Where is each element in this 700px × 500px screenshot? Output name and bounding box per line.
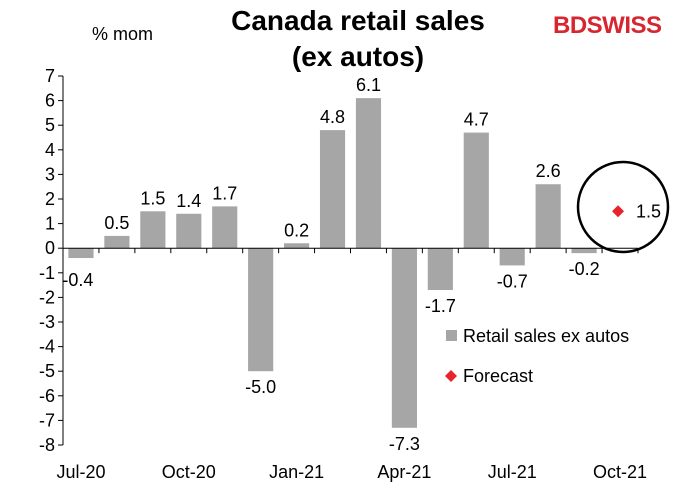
bar-data-label: -7.3 (389, 434, 420, 454)
forecast-marker (612, 205, 625, 218)
bar (248, 248, 274, 372)
bar (355, 98, 382, 249)
bar-data-label: 6.1 (356, 75, 381, 95)
y-tick-label: 5 (45, 115, 55, 135)
y-tick-label: -1 (39, 263, 55, 283)
forecast-series: 1.5 (576, 160, 670, 254)
y-tick-label: -3 (39, 312, 55, 332)
bar-series (68, 98, 597, 428)
bar-data-label: 0.2 (284, 220, 309, 240)
y-axis-unit-label: % mom (92, 24, 153, 44)
bar (104, 235, 130, 249)
y-tick-label: 3 (45, 164, 55, 184)
bar (319, 130, 346, 249)
bar (212, 206, 238, 249)
bar (68, 248, 94, 259)
bar-data-label: -1.7 (425, 296, 456, 316)
x-tick-label: Apr-21 (377, 462, 431, 482)
bar-data-label: -5.0 (245, 377, 276, 397)
bar-data-label: -0.4 (62, 270, 93, 290)
bar (499, 248, 525, 266)
bar (176, 213, 202, 249)
y-axis: 7 6 5 4 3 2 1 0 -1 -2 -3 -4 -5 -6 -7 -8 (39, 66, 64, 455)
forecast-data-label: 1.5 (636, 201, 661, 221)
y-tick-label: 2 (45, 189, 55, 209)
y-tick-label: 4 (45, 140, 55, 160)
x-tick-label: Jul-20 (56, 462, 105, 482)
x-tick-label: Oct-21 (593, 462, 647, 482)
bar-data-label: 2.6 (536, 161, 561, 181)
x-tick-label: Jul-21 (488, 462, 537, 482)
bar (571, 248, 597, 254)
bar (140, 211, 166, 249)
y-tick-label: -7 (39, 410, 55, 430)
brand-logo-text: BDSWISS (553, 12, 662, 39)
brand-logo-swiss: SWISS (587, 12, 662, 39)
bar (427, 248, 453, 291)
legend-label-forecast: Forecast (463, 366, 533, 386)
x-axis: Jul-20 Oct-20 Jan-21 Apr-21 Jul-21 Oct-21 (56, 247, 647, 482)
y-tick-label: -5 (39, 361, 55, 381)
bar-data-label: -0.2 (569, 259, 600, 279)
x-tick-label: Oct-20 (162, 462, 216, 482)
bar-data-label: 1.5 (140, 188, 165, 208)
bar-data-label: 4.7 (464, 110, 489, 130)
chart-title-line2: (ex autos) (292, 41, 424, 72)
chart-title-line1: Canada retail sales (231, 5, 485, 36)
y-tick-label: -4 (39, 337, 55, 357)
bar-data-label: -0.7 (497, 271, 528, 291)
bar-data-label: 4.8 (320, 107, 345, 127)
bar-data-label: 0.5 (104, 213, 129, 233)
bar (535, 184, 561, 249)
y-tick-label: -8 (39, 435, 55, 455)
y-tick-label: 6 (45, 91, 55, 111)
bar (284, 243, 310, 249)
y-tick-label: 0 (45, 238, 55, 258)
forecast-highlight-circle (576, 160, 670, 254)
y-tick-label: 1 (45, 214, 55, 234)
y-tick-label: 7 (45, 66, 55, 86)
x-tick-label: Jan-21 (269, 462, 324, 482)
brand-logo: BDSWISS (553, 12, 663, 39)
bar-data-labels: -0.4 0.5 1.5 1.4 1.7 -5.0 0.2 4.8 6.1 -7.3 -1.7 4.7… (62, 75, 599, 454)
bar-data-label: 1.7 (212, 183, 237, 203)
y-tick-label: -6 (39, 386, 55, 406)
bar (463, 132, 489, 249)
legend-swatch-forecast (445, 370, 457, 382)
legend-swatch-bars (446, 330, 457, 341)
y-tick-label: -2 (39, 287, 55, 307)
legend-label-bars: Retail sales ex autos (463, 326, 629, 346)
bar-data-label: 1.4 (176, 191, 201, 211)
brand-logo-bd: BD (553, 12, 587, 39)
bar (391, 248, 417, 428)
legend: Retail sales ex autos Forecast (445, 326, 629, 386)
